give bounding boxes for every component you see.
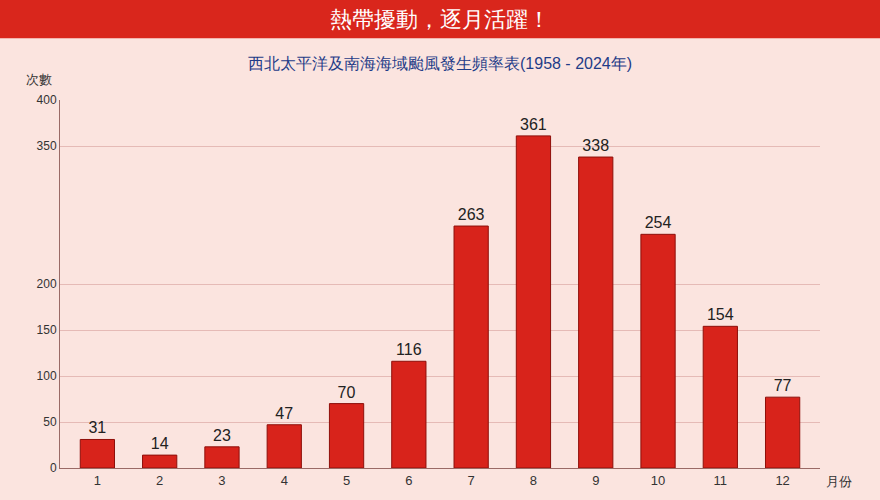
svg-text:263: 263 [458,206,485,223]
svg-text:1: 1 [94,473,101,488]
svg-text:338: 338 [582,137,609,154]
svg-text:200: 200 [37,277,57,291]
svg-text:0: 0 [50,461,57,475]
svg-text:77: 77 [774,377,792,394]
svg-text:254: 254 [645,214,672,231]
svg-text:350: 350 [37,139,57,153]
svg-text:4: 4 [281,473,288,488]
svg-text:47: 47 [275,405,293,422]
svg-text:31: 31 [88,419,106,436]
svg-text:西北太平洋及南海海域颱風發生頻率表(1958 - 2024年: 西北太平洋及南海海域颱風發生頻率表(1958 - 2024年) [248,55,632,72]
svg-text:次數: 次數 [26,72,52,87]
svg-text:5: 5 [343,473,350,488]
svg-text:400: 400 [37,93,57,107]
svg-text:9: 9 [592,473,599,488]
svg-text:23: 23 [213,427,231,444]
svg-text:8: 8 [530,473,537,488]
svg-text:12: 12 [775,473,789,488]
svg-text:10: 10 [651,473,665,488]
svg-text:150: 150 [37,323,57,337]
svg-text:6: 6 [405,473,412,488]
svg-text:100: 100 [37,369,57,383]
svg-text:7: 7 [468,473,475,488]
svg-text:361: 361 [520,116,547,133]
svg-text:熱帶擾動，逐月活躍！: 熱帶擾動，逐月活躍！ [330,7,550,32]
svg-text:50: 50 [43,415,57,429]
svg-text:70: 70 [338,384,356,401]
svg-text:14: 14 [151,435,169,452]
svg-text:3: 3 [218,473,225,488]
svg-text:154: 154 [707,306,734,323]
svg-text:116: 116 [396,341,422,358]
svg-text:11: 11 [714,473,728,488]
svg-text:2: 2 [156,473,163,488]
svg-text:月份: 月份 [826,474,852,489]
